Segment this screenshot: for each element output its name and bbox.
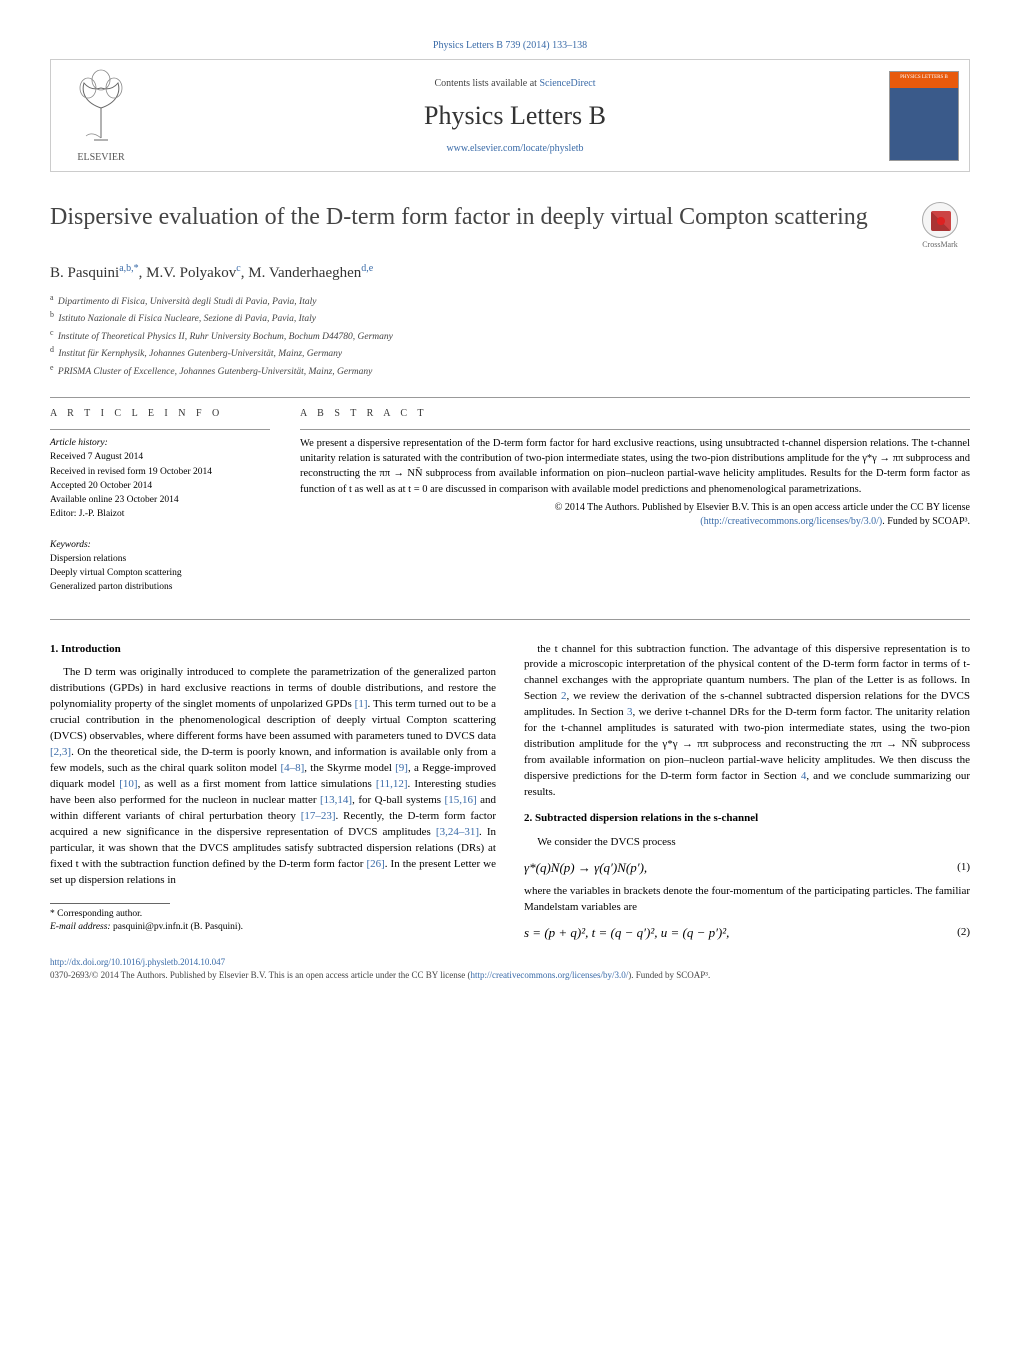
eq1-math: γ*(q)N(p) → γ(q′)N(p′),	[524, 859, 940, 878]
email-label: E-mail address:	[50, 922, 113, 932]
history-label: Article history:	[50, 436, 270, 450]
cover-cell: PHYSICS LETTERS B	[879, 60, 969, 171]
journal-name: Physics Letters B	[161, 101, 869, 131]
section-1-heading: 1. Introduction	[50, 642, 496, 658]
eq2-math: s = (p + q)², t = (q − q′)², u = (q − p′…	[524, 924, 940, 943]
authors-line: B. Pasquinia,b,*, M.V. Polyakovc, M. Van…	[50, 263, 970, 282]
affil-mark: c	[50, 328, 54, 337]
article-title: Dispersive evaluation of the D-term form…	[50, 202, 890, 232]
email-link[interactable]: pasquini@pv.infn.it	[113, 922, 188, 932]
email-line: E-mail address: pasquini@pv.infn.it (B. …	[50, 921, 496, 934]
bottom-license-link[interactable]: http://creativecommons.org/licenses/by/3…	[470, 970, 628, 980]
keyword-2: Generalized parton distributions	[50, 580, 270, 594]
cover-thumb-label: PHYSICS LETTERS B	[893, 75, 955, 80]
publisher-label: ELSEVIER	[77, 152, 124, 163]
author-3: M. Vanderhaeghen	[248, 265, 361, 281]
eq1-num: (1)	[940, 860, 970, 876]
affil-b: b Istituto Nazionale di Fisica Nucleare,…	[50, 309, 970, 326]
bottom-doi-block: http://dx.doi.org/10.1016/j.physletb.201…	[50, 956, 970, 981]
history-1: Received in revised form 19 October 2014	[50, 465, 270, 479]
abstract-col: A B S T R A C T We present a dispersive …	[300, 408, 970, 605]
copyright-tail: . Funded by SCOAP³.	[882, 516, 970, 527]
affil-mark: a	[50, 293, 54, 302]
crossmark-badge[interactable]: CrossMark	[910, 202, 970, 249]
crossmark-label: CrossMark	[910, 240, 970, 249]
affil-e: e PRISMA Cluster of Excellence, Johannes…	[50, 362, 970, 379]
section-2-heading: 2. Subtracted dispersion relations in th…	[524, 811, 970, 827]
copyright-line1: © 2014 The Authors. Published by Elsevie…	[555, 502, 970, 513]
bottom-line: 0370-2693/© 2014 The Authors. Published …	[50, 970, 470, 980]
intro-p2: the t channel for this subtraction funct…	[524, 642, 970, 801]
journal-header: ELSEVIER Contents lists available at Sci…	[50, 59, 970, 172]
sciencedirect-link[interactable]: ScienceDirect	[539, 78, 595, 89]
footnotes: * Corresponding author. E-mail address: …	[50, 908, 496, 935]
bottom-tail: ). Funded by SCOAP³.	[628, 970, 710, 980]
author-2: M.V. Polyakov	[146, 265, 236, 281]
affil-a: a Dipartimento di Fisica, Università deg…	[50, 292, 970, 309]
keywords-block: Keywords: Dispersion relations Deeply vi…	[50, 532, 270, 595]
history-0: Received 7 August 2014	[50, 450, 270, 464]
s2-after1: where the variables in brackets denote t…	[524, 884, 970, 916]
email-tail: (B. Pasquini).	[188, 922, 243, 932]
divider	[50, 619, 970, 620]
header-center: Contents lists available at ScienceDirec…	[151, 60, 879, 171]
journal-url[interactable]: www.elsevier.com/locate/physletb	[161, 143, 869, 154]
equation-2: s = (p + q)², t = (q − q′)², u = (q − p′…	[524, 924, 970, 943]
affil-mark: b	[50, 310, 54, 319]
article-info-col: A R T I C L E I N F O Article history: R…	[50, 408, 270, 605]
eq2-num: (2)	[940, 925, 970, 941]
keyword-0: Dispersion relations	[50, 552, 270, 566]
article-info-header: A R T I C L E I N F O	[50, 408, 270, 419]
abstract-body: We present a dispersive representation o…	[300, 429, 970, 497]
history-block: Article history: Received 7 August 2014 …	[50, 429, 270, 522]
history-2: Accepted 20 October 2014	[50, 479, 270, 493]
top-citation[interactable]: Physics Letters B 739 (2014) 133–138	[50, 40, 970, 51]
cc-by-link[interactable]: (http://creativecommons.org/licenses/by/…	[700, 516, 882, 527]
affiliations: a Dipartimento di Fisica, Università deg…	[50, 292, 970, 379]
affil-text: Institute of Theoretical Physics II, Ruh…	[58, 332, 393, 342]
affil-mark: e	[50, 363, 54, 372]
equation-1: γ*(q)N(p) → γ(q′)N(p′), (1)	[524, 859, 970, 878]
author-1-marks: a,b,*	[119, 263, 138, 274]
intro-p1: The D term was originally introduced to …	[50, 665, 496, 888]
s2-intro: We consider the DVCS process	[524, 835, 970, 851]
abstract-header: A B S T R A C T	[300, 408, 970, 419]
affil-c: c Institute of Theoretical Physics II, R…	[50, 327, 970, 344]
publisher-cell: ELSEVIER	[51, 60, 151, 171]
journal-cover-thumb: PHYSICS LETTERS B	[889, 71, 959, 161]
affil-text: Istituto Nazionale di Fisica Nucleare, S…	[58, 315, 316, 325]
history-3: Available online 23 October 2014	[50, 493, 270, 507]
keywords-label: Keywords:	[50, 538, 270, 552]
affil-text: Institut für Kernphysik, Johannes Gutenb…	[58, 349, 342, 359]
elsevier-tree-icon	[66, 68, 136, 148]
body-columns: 1. Introduction The D term was originall…	[50, 642, 970, 943]
history-4: Editor: J.-P. Blaizot	[50, 507, 270, 521]
abstract-copyright: © 2014 The Authors. Published by Elsevie…	[300, 501, 970, 529]
doi-link[interactable]: http://dx.doi.org/10.1016/j.physletb.201…	[50, 957, 225, 967]
affil-text: PRISMA Cluster of Excellence, Johannes G…	[58, 367, 372, 377]
affil-mark: d	[50, 345, 54, 354]
contents-line: Contents lists available at ScienceDirec…	[161, 78, 869, 89]
affil-text: Dipartimento di Fisica, Università degli…	[58, 297, 317, 307]
crossmark-icon	[922, 202, 958, 238]
corresponding-author: * Corresponding author.	[50, 908, 496, 921]
divider	[50, 397, 970, 398]
contents-prefix: Contents lists available at	[434, 78, 539, 89]
footnote-separator	[50, 903, 170, 904]
author-1: B. Pasquini	[50, 265, 119, 281]
affil-d: d Institut für Kernphysik, Johannes Gute…	[50, 344, 970, 361]
author-3-marks: d,e	[361, 263, 373, 274]
keyword-1: Deeply virtual Compton scattering	[50, 566, 270, 580]
author-2-marks: c	[236, 263, 240, 274]
